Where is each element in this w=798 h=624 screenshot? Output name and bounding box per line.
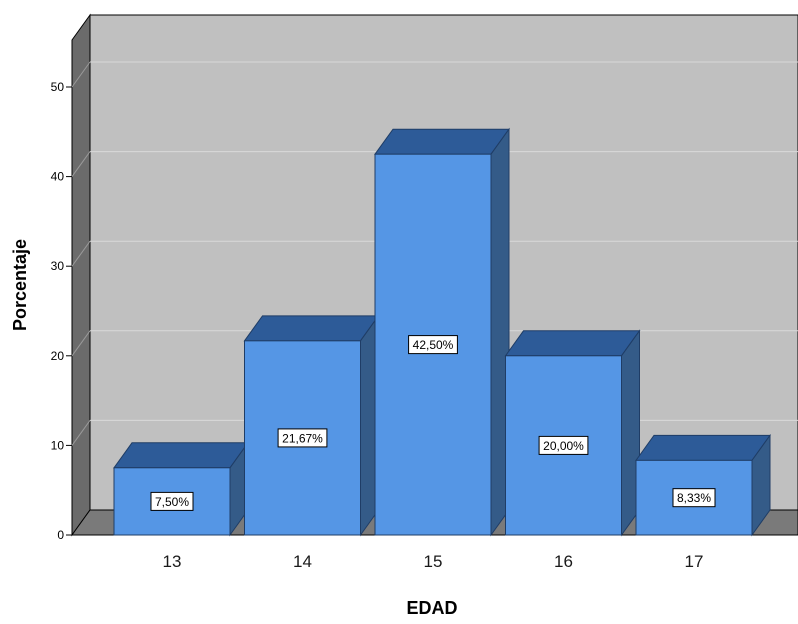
bar-13: 7,50% [113, 441, 249, 537]
gridline-side [71, 61, 91, 88]
data-label: 7,50% [155, 495, 189, 509]
data-label: 42,50% [413, 338, 454, 352]
y-axis-ticks: 0 10 20 30 40 50 [51, 80, 72, 542]
gridline-side [71, 420, 91, 446]
x-tick-label: 13 [163, 552, 182, 571]
y-tick-label: 50 [51, 80, 65, 94]
gridline-side [71, 240, 91, 267]
x-axis-ticks: 13 14 15 16 17 [163, 552, 704, 571]
bar [113, 467, 231, 536]
x-tick-label: 14 [293, 552, 312, 571]
y-tick-label: 40 [51, 170, 65, 184]
y-tick-label: 20 [51, 349, 65, 363]
bar-16: 20,00% [504, 329, 641, 537]
data-label-box [150, 491, 194, 511]
bar-top [374, 128, 510, 155]
bar-top [113, 442, 249, 469]
bars: 7,50% 21,67% 42,50% 20,00% 8,33% [113, 127, 771, 537]
bar-17: 8,33% [635, 433, 771, 537]
data-label-box [277, 428, 328, 448]
data-label-box [672, 488, 716, 508]
data-label: 20,00% [543, 439, 584, 453]
data-label: 21,67% [282, 431, 323, 445]
y-tick-label: 0 [57, 528, 64, 542]
bar-top [243, 315, 380, 342]
gridline-side [71, 151, 91, 177]
x-tick-label: 17 [685, 552, 704, 571]
y-axis-title: Porcentaje [10, 239, 30, 331]
bar-top [504, 330, 641, 357]
bar-15: 42,50% [374, 127, 510, 537]
bar-14: 21,67% [243, 314, 380, 537]
bar-top [635, 434, 771, 461]
data-label-box [408, 335, 458, 355]
y-tick-label: 10 [51, 438, 65, 452]
side-wall [71, 13, 91, 537]
gridline-side [71, 330, 91, 357]
data-label: 8,33% [677, 491, 711, 505]
x-tick-label: 15 [424, 552, 443, 571]
data-label-box [538, 435, 589, 455]
x-tick-label: 16 [554, 552, 573, 571]
y-tick-label: 30 [51, 259, 65, 273]
x-axis-title: EDAD [406, 598, 457, 618]
